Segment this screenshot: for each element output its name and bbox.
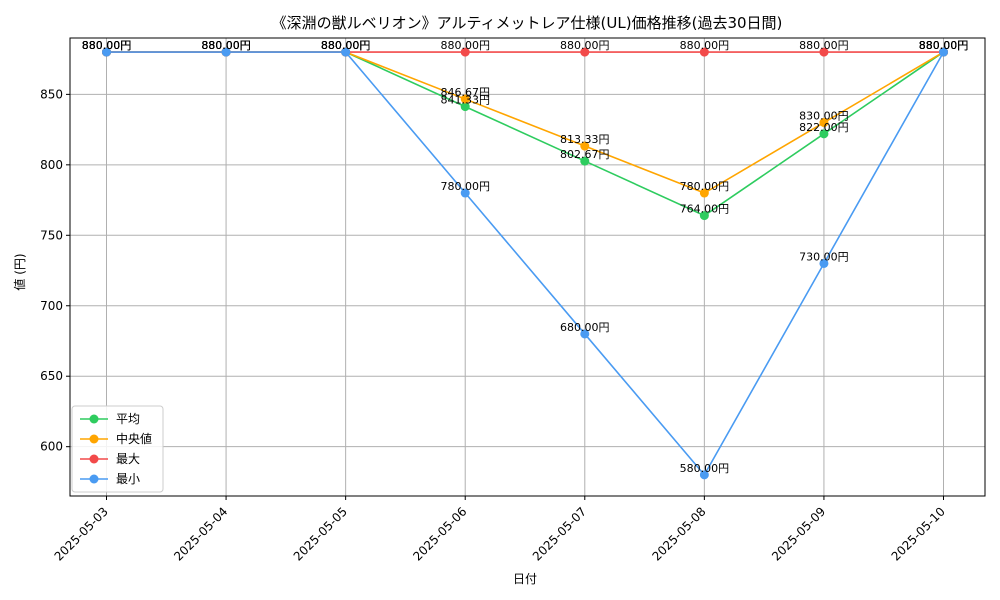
y-tick-label: 750 [40,228,63,242]
data-point [819,258,829,268]
data-label: 880.00円 [560,39,610,52]
data-point [699,188,709,198]
x-tick-label: 2025-05-06 [410,504,469,563]
legend-box [71,405,164,493]
data-point [341,47,351,57]
data-label: 880.00円 [680,39,730,52]
data-point [460,47,470,57]
data-label: 880.00円 [201,39,251,52]
legend-label: 平均 [116,412,140,426]
data-label: 813.33円 [560,133,610,146]
data-label: 780.00円 [440,180,490,193]
data-point [221,47,231,57]
x-axis-label: 日付 [513,572,537,586]
data-label: 880.00円 [799,39,849,52]
data-point [580,329,590,339]
data-label: 880.00円 [82,39,132,52]
legend-marker [89,454,99,464]
data-label: 880.00円 [201,39,251,52]
data-label: 880.00円 [321,39,371,52]
data-point [580,141,590,151]
x-tick-label: 2025-05-04 [171,504,230,563]
data-label: 880.00円 [919,39,969,52]
data-label: 730.00円 [799,250,849,263]
legend-marker [89,414,99,424]
x-tick-label: 2025-05-07 [530,504,589,563]
data-label: 880.00円 [440,39,490,52]
y-tick-label: 650 [40,369,63,383]
y-tick-label: 700 [40,299,63,313]
data-label: 780.00円 [680,180,730,193]
data-label: 680.00円 [560,321,610,334]
data-labels: 880.00円 880.00円 880.00円 841.33円 802.67円 764.0… [82,39,969,475]
data-point [819,47,829,57]
data-label: 841.33円 [440,94,490,107]
data-point [699,47,709,57]
grid [70,38,985,496]
data-point [580,47,590,57]
y-tick-label: 800 [40,158,63,172]
data-label: 822.00円 [799,121,849,134]
data-label: 880.00円 [919,39,969,52]
data-label: 830.00円 [799,110,849,123]
x-tick-label: 2025-05-08 [649,504,708,563]
legend-marker [89,434,99,444]
data-label: 880.00円 [201,39,251,52]
data-point [699,211,709,221]
data-label: 846.67円 [440,86,490,99]
y-axis-label: 値 (円) [12,253,27,290]
data-label: 580.00円 [680,462,730,475]
data-point [102,47,111,57]
data-label: 880.00円 [321,39,371,52]
data-point [460,188,470,198]
series-line [106,51,945,477]
data-point [819,118,829,128]
x-tick-label: 2025-05-03 [52,504,111,563]
series-lines [102,47,948,480]
legend-label: 中央値 [116,431,152,446]
x-tick-label: 2025-05-05 [291,504,350,563]
y-tick-label: 850 [40,87,63,101]
x-tick-label: 2025-05-09 [769,504,828,563]
data-label: 880.00円 [919,39,969,52]
legend-label: 最大 [116,452,140,466]
x-tick-label: 2025-05-10 [889,504,948,563]
data-label: 880.00円 [321,39,371,52]
y-tick-label: 600 [40,440,63,454]
data-label: 880.00円 [321,39,371,52]
data-label: 880.00円 [201,39,251,52]
data-point [460,102,470,112]
data-point [580,156,590,166]
chart-title: 《深淵の獣ルベリオン》アルティメットレア仕様(UL)価格推移(過去30日間) [272,14,783,32]
data-label: 880.00円 [82,39,132,52]
data-point [819,129,829,139]
plot-frame [69,37,986,497]
legend-label: 最小 [116,472,140,486]
data-label: 880.00円 [82,39,132,52]
data-label: 880.00円 [919,39,969,52]
data-label: 764.00円 [680,203,730,216]
data-point [460,94,470,104]
data-point [699,470,709,480]
data-label: 880.00円 [82,39,132,52]
data-point [939,47,948,57]
legend-marker [89,474,99,484]
data-label: 802.67円 [560,148,610,161]
